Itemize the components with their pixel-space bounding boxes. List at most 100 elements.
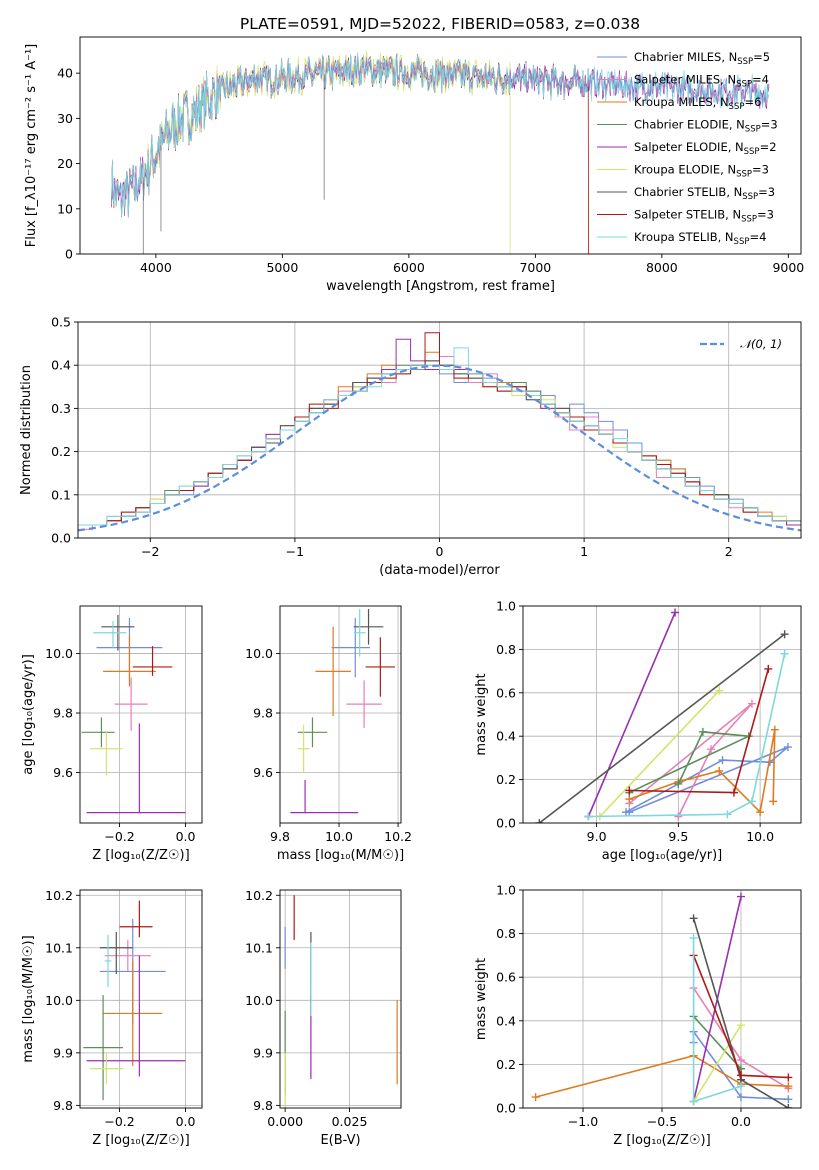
axes-frame (79, 889, 203, 1109)
y-tick-label: 1.0 (496, 883, 516, 898)
x-axis-label: mass [log₁₀(M/M☉)] (277, 848, 404, 863)
x-tick-label: 0 (436, 544, 444, 559)
grid-lines (80, 606, 202, 823)
x-tick-label: −1.0 (568, 1114, 598, 1129)
y-tick-label: 0.2 (51, 444, 71, 459)
plus-marker (689, 914, 698, 923)
plus-marker (736, 1093, 745, 1102)
plus-marker (698, 727, 707, 736)
plot-area (81, 614, 186, 814)
y-tick-label: 10.2 (245, 888, 273, 903)
y-axis-label: mass weight (474, 673, 489, 755)
plus-marker (780, 630, 789, 639)
panel-weight-vs-Z: −1.0 −0.5 0.0 0.0 0.2 0.4 0.6 0.8 1.0 Z [log₁₀(Z/… (474, 883, 802, 1148)
weight-line-kroupa-elodie (599, 690, 720, 818)
plus-marker (736, 1071, 745, 1080)
x-tick-label: 9.0 (587, 829, 607, 844)
x-axis-label: Z [log₁₀(Z/Z☉)] (613, 1133, 710, 1148)
y-tick-label: 9.9 (53, 1045, 73, 1060)
errorbar-kroupa-elodie (297, 724, 310, 773)
x-axis-label: E(B-V) (320, 1133, 360, 1148)
plus-marker (715, 766, 724, 775)
errorbar-salpeter-stelib (119, 900, 153, 938)
plus-marker (764, 664, 773, 673)
plot-area (78, 332, 801, 532)
grid-lines (523, 889, 801, 1109)
x-tick-label: 1 (580, 544, 588, 559)
y-tick-label: 10.0 (45, 993, 73, 1008)
x-axis-label: wavelength [Angstrom, rest frame] (326, 279, 555, 294)
y-tick-label: 0.1 (51, 487, 71, 502)
x-tick-label: 0.0 (176, 1114, 196, 1129)
errorbar-salpeter-miles (114, 677, 148, 731)
y-tick-label: 9.8 (253, 1098, 273, 1113)
plus-marker (747, 699, 756, 708)
plot-area (531, 892, 793, 1108)
y-tick-label: 0.2 (496, 1057, 516, 1072)
y-tick-label: 9.9 (253, 1045, 273, 1060)
y-tick-label: 0.6 (496, 685, 516, 700)
errorbar-chabrier-elodie (297, 717, 328, 748)
gaussian-curve (78, 364, 801, 532)
ticks: 4000 5000 6000 7000 8000 9000 0 10 20 30 40 (57, 66, 804, 275)
y-tick-label: 0.2 (496, 772, 516, 787)
plus-marker (584, 812, 593, 821)
y-axis-label: age [log₁₀(age/yr)] (21, 654, 36, 775)
plus-marker (718, 756, 727, 765)
weight-line-kroupa-stelib (588, 653, 786, 818)
y-tick-label: 30 (57, 111, 73, 126)
x-axis-label: age [log₁₀(age/yr)] (602, 848, 723, 863)
x-tick-label: 0.0 (731, 1114, 751, 1129)
legend-count: =6 (744, 95, 761, 109)
grid-lines (279, 606, 401, 823)
histogram-chabrier-elodie (78, 360, 801, 530)
plus-marker (535, 819, 544, 823)
x-axis-label: Z [log₁₀(Z/Z☉)] (92, 848, 189, 863)
legend-subscript: SSP (729, 102, 745, 112)
plus-marker (729, 788, 738, 797)
y-tick-label: 0.5 (51, 315, 71, 330)
y-tick-label: 9.6 (253, 765, 273, 780)
spectrum-line-chabrier-miles (111, 54, 770, 216)
ticks: −1.0 −0.5 0.0 0.0 0.2 0.4 0.6 0.8 1.0 (496, 883, 751, 1130)
y-tick-label: 10 (57, 201, 73, 216)
panel-spectrum: 4000 5000 6000 7000 8000 9000 0 10 20 30 40 wavelen… (24, 36, 804, 294)
weight-line-chabrier-elodie (628, 731, 752, 794)
axes-frame (279, 605, 402, 824)
x-tick-label: 9000 (772, 260, 804, 275)
errorbar-kroupa-elodie (89, 1052, 123, 1085)
x-tick-label: 9.8 (270, 829, 290, 844)
plus-marker (671, 608, 680, 617)
plus-marker (784, 1073, 793, 1082)
y-tick-label: 0.3 (51, 401, 71, 416)
errorbar-kroupa-miles (103, 960, 163, 1066)
ticks: 9.8 10.0 10.2 9.6 9.8 10.0 (245, 646, 412, 844)
plus-marker (736, 1021, 745, 1030)
histogram-chabrier-stelib (78, 360, 801, 530)
y-tick-label: 0.0 (51, 531, 71, 546)
x-tick-label: 10.0 (325, 829, 353, 844)
axes-frame (522, 605, 802, 824)
plus-marker (783, 743, 792, 752)
panel-mass-vs-Z: −0.2 0.0 9.8 9.9 10.0 10.1 10.2 Z [log₁₀(Z/Z☉)]… (21, 888, 203, 1148)
ticks: −0.2 0.0 9.8 9.9 10.0 10.1 10.2 (45, 888, 195, 1129)
plot-area (535, 608, 792, 823)
y-axis-label: mass weight (474, 958, 489, 1040)
spectrum-line-kroupa-stelib (111, 52, 770, 218)
plus-marker (736, 892, 745, 901)
y-tick-label: 10.0 (245, 646, 273, 661)
plus-marker (625, 808, 634, 817)
plus-marker (689, 1097, 698, 1106)
legend-subscript: SSP (736, 80, 752, 90)
plus-marker (531, 1093, 540, 1102)
errorbar-salpeter-elodie (86, 955, 186, 1077)
y-tick-label: 10.1 (245, 940, 273, 955)
grid-lines (80, 890, 202, 1108)
y-tick-label: 10.0 (45, 646, 73, 661)
plus-marker (715, 686, 724, 695)
legend: Chabrier MILES, NSSP=5 Salpeter MILES, NS… (597, 50, 778, 247)
y-tick-label: 0 (65, 247, 73, 262)
axes-frame (279, 889, 402, 1109)
weight-line-salpeter-elodie (587, 612, 676, 817)
y-tick-label: 1.0 (496, 599, 516, 614)
